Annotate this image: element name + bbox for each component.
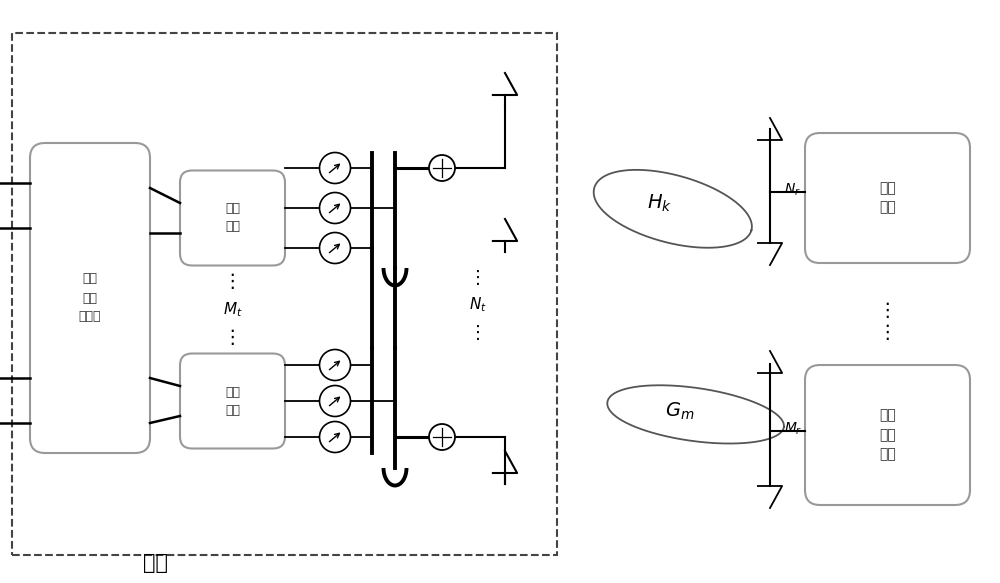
Text: $N_t$: $N_t$ bbox=[469, 296, 487, 314]
Text: $M_t$: $M_t$ bbox=[223, 300, 242, 319]
Text: $N_r$: $N_r$ bbox=[784, 181, 801, 198]
Text: $H_k$: $H_k$ bbox=[647, 192, 673, 213]
Text: 能量
收集
电路: 能量 收集 电路 bbox=[879, 409, 896, 462]
Text: 射频
链路: 射频 链路 bbox=[225, 202, 240, 234]
Text: ⋮: ⋮ bbox=[878, 324, 897, 342]
Circle shape bbox=[320, 385, 351, 416]
Text: ⋮: ⋮ bbox=[469, 269, 487, 287]
Text: $M_r$: $M_r$ bbox=[784, 420, 802, 437]
FancyBboxPatch shape bbox=[180, 353, 285, 448]
Text: 数字
基带
处理器: 数字 基带 处理器 bbox=[79, 272, 101, 324]
FancyBboxPatch shape bbox=[30, 143, 150, 453]
FancyBboxPatch shape bbox=[805, 365, 970, 505]
Circle shape bbox=[320, 153, 351, 184]
Text: 解调
电路: 解调 电路 bbox=[879, 181, 896, 214]
Text: ⋮: ⋮ bbox=[223, 272, 242, 291]
FancyBboxPatch shape bbox=[805, 133, 970, 263]
Circle shape bbox=[320, 422, 351, 452]
Text: 射频
链路: 射频 链路 bbox=[225, 385, 240, 416]
Circle shape bbox=[320, 192, 351, 223]
FancyBboxPatch shape bbox=[180, 170, 285, 265]
Text: ⋮: ⋮ bbox=[878, 301, 897, 321]
Text: 基站: 基站 bbox=[143, 553, 168, 573]
Circle shape bbox=[429, 424, 455, 450]
Text: ⋮: ⋮ bbox=[469, 324, 487, 342]
Text: ⋮: ⋮ bbox=[223, 328, 242, 347]
Text: $G_m$: $G_m$ bbox=[665, 401, 695, 422]
Circle shape bbox=[320, 233, 351, 264]
Circle shape bbox=[320, 349, 351, 381]
Circle shape bbox=[429, 155, 455, 181]
